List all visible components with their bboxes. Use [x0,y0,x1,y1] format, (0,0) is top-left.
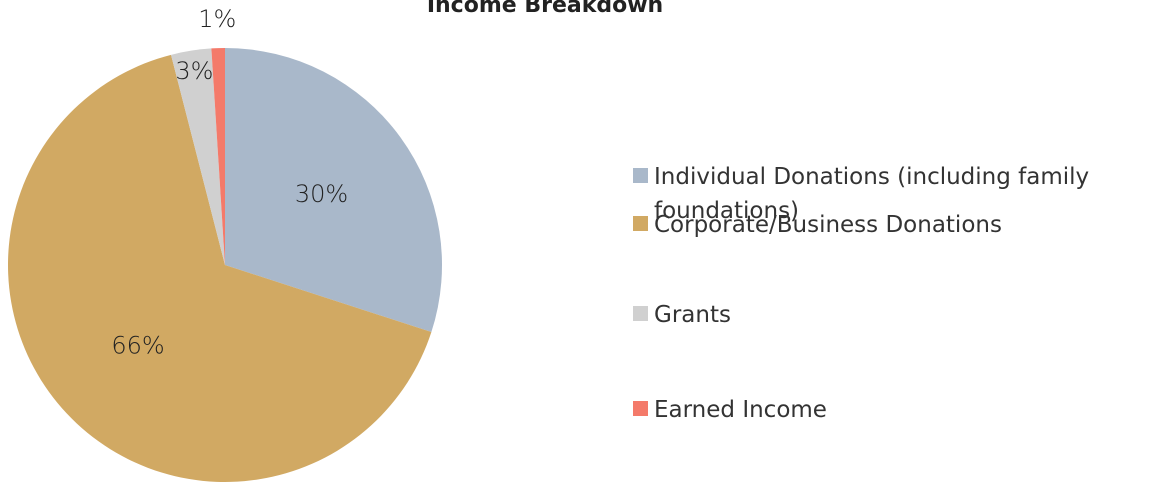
data-label: 66% [111,332,164,360]
chart-title: Income Breakdown [427,0,663,18]
legend-item: Individual Donations (including family f… [633,160,1134,228]
legend-label: Corporate/Business Donations [654,212,1002,238]
legend-swatch [633,401,648,416]
pie-slice [8,54,432,482]
legend-item: Earned Income [633,393,1134,427]
pie-slice [211,48,225,265]
legend-label: Earned Income [654,397,827,423]
legend-swatch [633,306,648,321]
legend-swatch [633,216,648,231]
pie-slice [225,48,442,333]
pie-slice [171,48,225,266]
data-label: 1% [198,5,236,33]
legend-item: Grants [633,298,1134,332]
legend-swatch [633,168,648,183]
legend-label: Individual Donations (including family f… [654,164,1090,224]
legend-item: Corporate/Business Donations [633,208,1134,242]
data-label: 30% [295,180,348,208]
legend-label: Grants [654,302,731,328]
data-label: 3% [175,57,213,85]
